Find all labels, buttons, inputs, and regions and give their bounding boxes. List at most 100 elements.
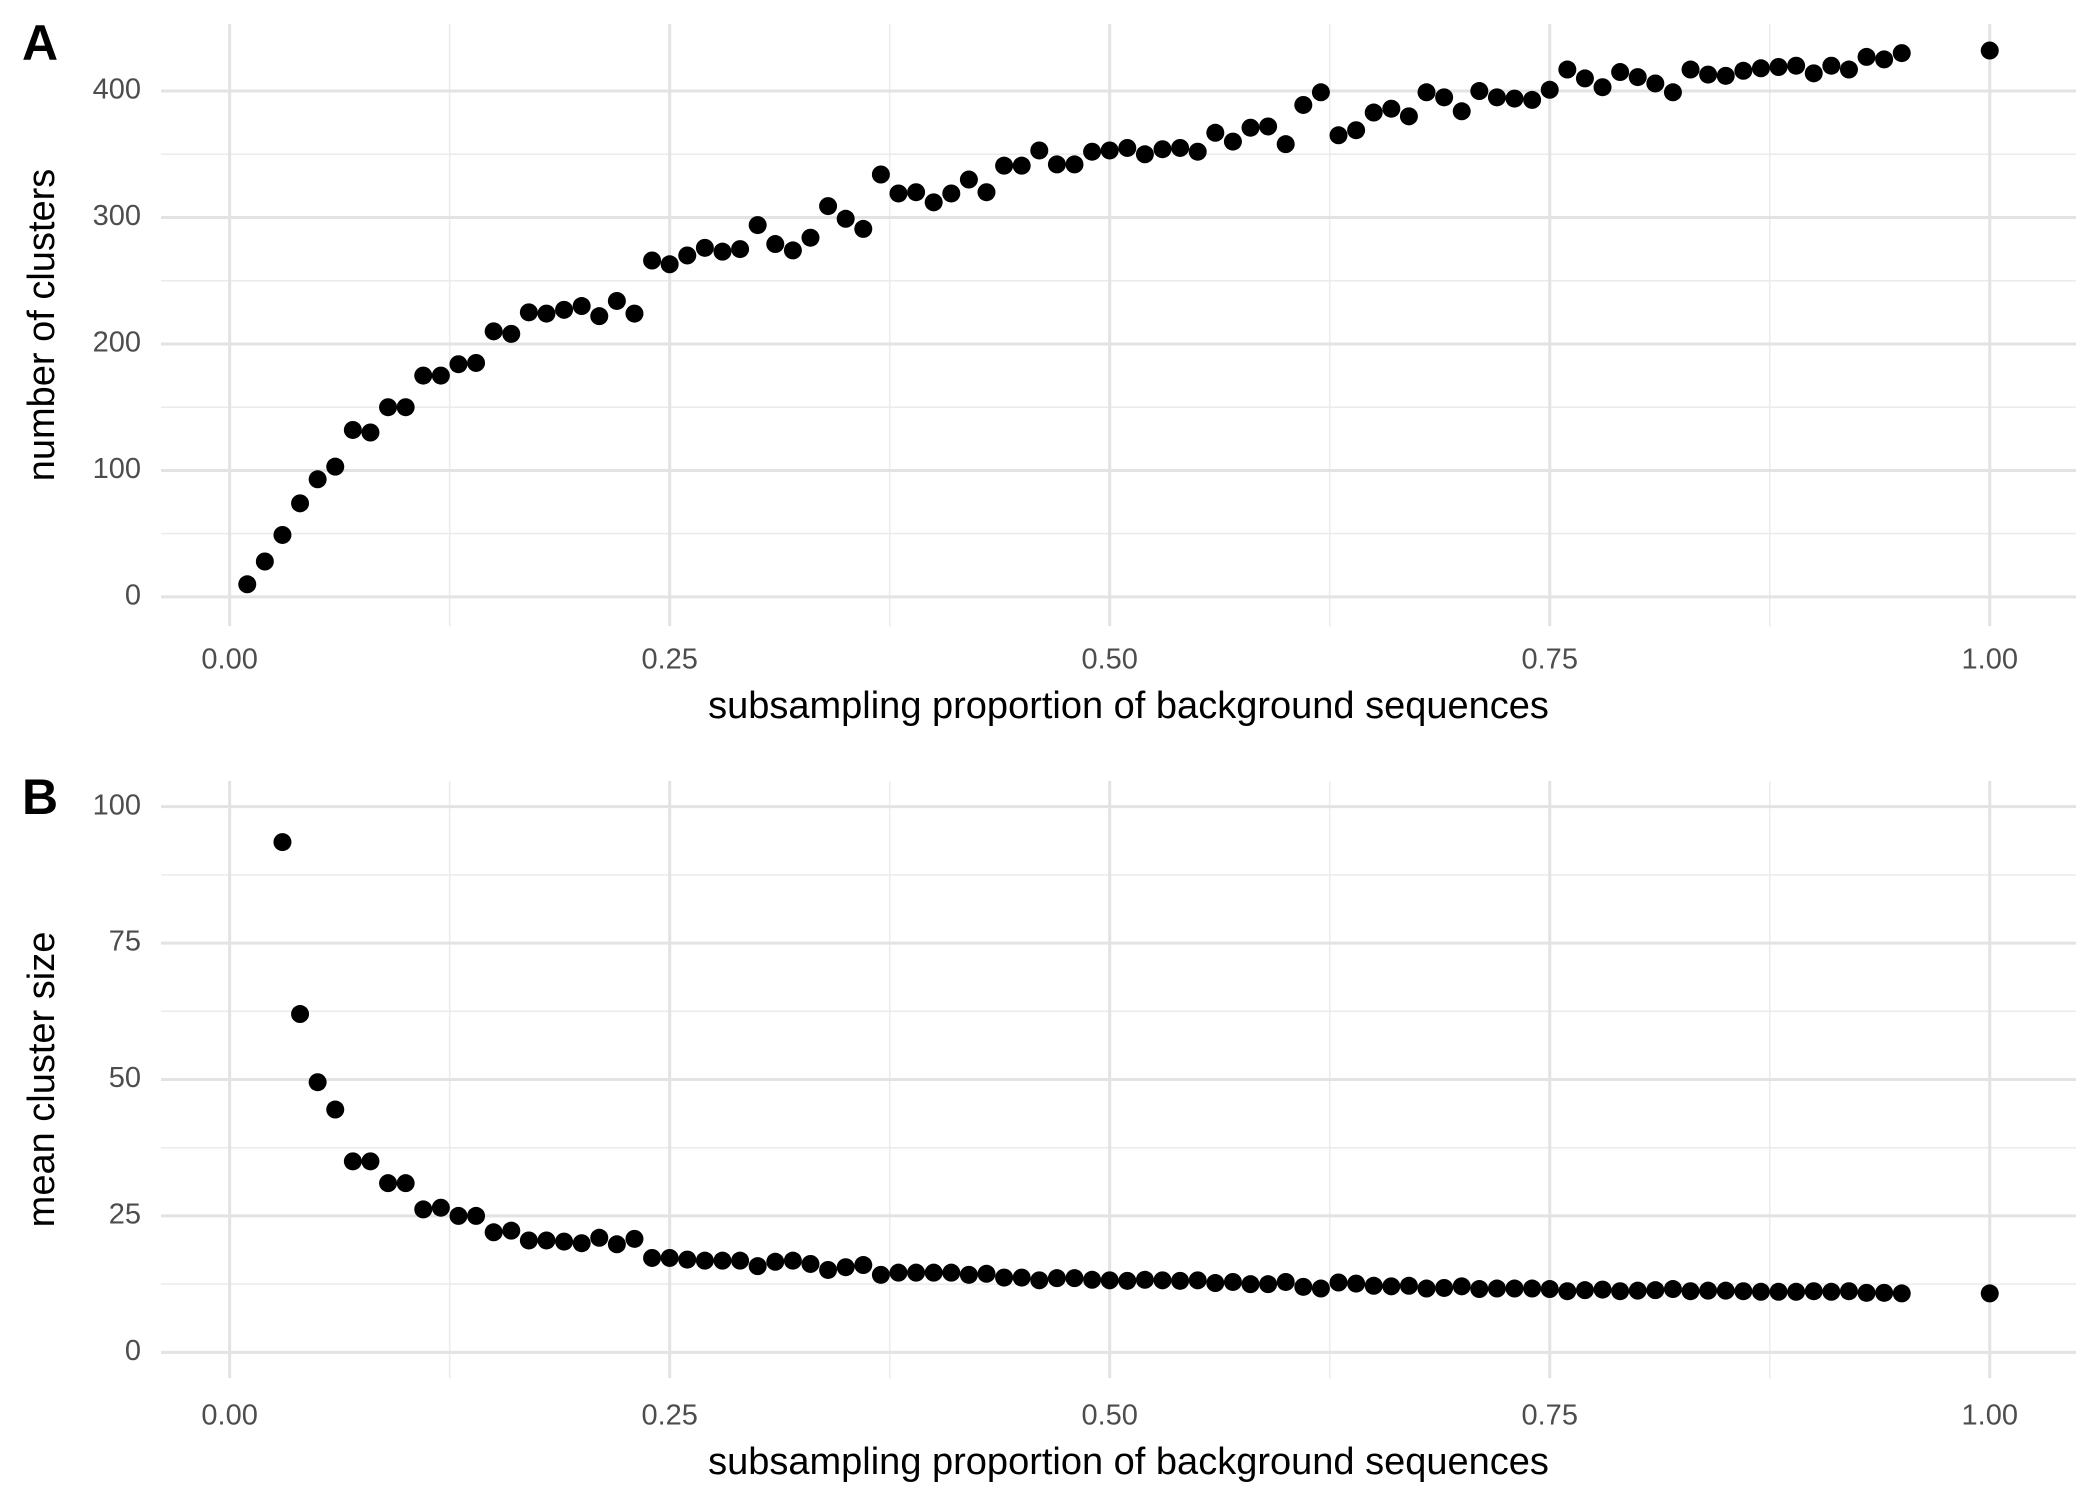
data-point	[643, 1248, 662, 1267]
data-point	[1734, 1282, 1753, 1301]
x-tick-label: 0.00	[201, 1400, 257, 1432]
data-point	[1012, 156, 1031, 175]
data-point	[1206, 1274, 1225, 1293]
data-point	[1065, 155, 1084, 174]
y-axis-title: number of clusters	[21, 169, 63, 482]
data-point	[1276, 135, 1295, 154]
data-point	[1030, 141, 1049, 160]
data-point	[1875, 50, 1894, 69]
data-point	[713, 242, 732, 261]
data-point	[1047, 155, 1066, 174]
data-point	[273, 525, 292, 544]
y-axis-title: mean cluster size	[21, 932, 63, 1228]
data-point	[326, 1100, 345, 1119]
data-point	[1751, 1282, 1770, 1301]
data-point	[590, 1228, 609, 1247]
data-point	[467, 353, 486, 372]
data-point	[414, 366, 433, 385]
data-point	[889, 1263, 908, 1282]
data-point	[1470, 1280, 1489, 1299]
data-point	[854, 219, 873, 238]
x-tick-label: 0.25	[641, 1400, 697, 1432]
data-point	[1206, 123, 1225, 142]
data-point	[449, 355, 468, 374]
data-point	[1083, 1270, 1102, 1289]
y-tick-label: 400	[93, 74, 141, 106]
data-point	[1364, 103, 1383, 122]
data-point	[519, 303, 538, 322]
data-point	[1470, 82, 1489, 101]
y-tick-label: 50	[109, 1062, 141, 1094]
data-point	[1241, 1275, 1260, 1294]
data-point	[643, 251, 662, 270]
data-point	[1540, 1280, 1559, 1299]
data-point	[1329, 126, 1348, 145]
y-tick-label: 0	[125, 580, 141, 612]
data-point	[748, 1257, 767, 1276]
data-point	[1751, 59, 1770, 78]
data-point	[871, 1265, 890, 1284]
data-point	[555, 1232, 574, 1251]
data-point	[431, 366, 450, 385]
data-point	[1118, 138, 1137, 157]
data-point	[1311, 1279, 1330, 1298]
data-point	[1681, 1282, 1700, 1301]
data-point	[343, 420, 362, 439]
data-point	[1980, 1284, 1999, 1303]
data-point	[379, 1174, 398, 1193]
data-point	[748, 216, 767, 235]
data-point	[361, 1152, 380, 1171]
data-point	[1135, 145, 1154, 164]
data-point	[590, 307, 609, 326]
data-point	[1769, 58, 1788, 76]
x-tick-label: 1.00	[1962, 644, 2018, 676]
data-point	[678, 1250, 697, 1269]
data-point	[1611, 63, 1630, 82]
data-point	[255, 552, 274, 571]
data-point	[1523, 1279, 1542, 1298]
data-point	[836, 1258, 855, 1277]
data-point	[1646, 74, 1665, 93]
data-point	[783, 241, 802, 260]
data-point	[678, 246, 697, 265]
data-point	[1417, 1279, 1436, 1298]
data-point	[1699, 1281, 1718, 1300]
data-point	[1435, 88, 1454, 107]
data-point	[1083, 142, 1102, 161]
data-point	[1153, 1271, 1172, 1290]
data-point	[361, 423, 380, 442]
data-point	[414, 1200, 433, 1219]
data-point	[537, 1231, 556, 1250]
data-point	[731, 1251, 750, 1270]
y-tick-label: 100	[93, 789, 141, 821]
data-point	[1575, 1281, 1594, 1300]
y-tick-label: 25	[109, 1199, 141, 1231]
data-point	[1716, 66, 1735, 85]
panel-label: A	[22, 15, 58, 71]
data-point	[766, 235, 785, 254]
data-point	[907, 183, 926, 202]
data-point	[1593, 1280, 1612, 1299]
data-point	[1663, 83, 1682, 102]
data-point	[1857, 1283, 1876, 1302]
data-point	[1857, 47, 1876, 66]
data-point	[924, 1263, 943, 1282]
data-point	[977, 1264, 996, 1283]
data-point	[1223, 132, 1242, 151]
data-point	[291, 1005, 310, 1024]
data-point	[995, 156, 1014, 175]
data-point	[1734, 61, 1753, 80]
data-point	[1575, 69, 1594, 88]
y-tick-label: 200	[93, 327, 141, 359]
data-point	[431, 1198, 450, 1217]
x-tick-label: 0.00	[201, 644, 257, 676]
data-point	[625, 1229, 644, 1248]
y-tick-label: 100	[93, 453, 141, 485]
data-point	[1628, 68, 1647, 87]
x-axis-title: subsampling proportion of background seq…	[708, 1441, 1549, 1483]
data-point	[273, 833, 292, 852]
data-point	[502, 324, 521, 343]
data-point	[1980, 41, 1999, 60]
data-point	[783, 1251, 802, 1270]
x-tick-label: 1.00	[1962, 1400, 2018, 1432]
